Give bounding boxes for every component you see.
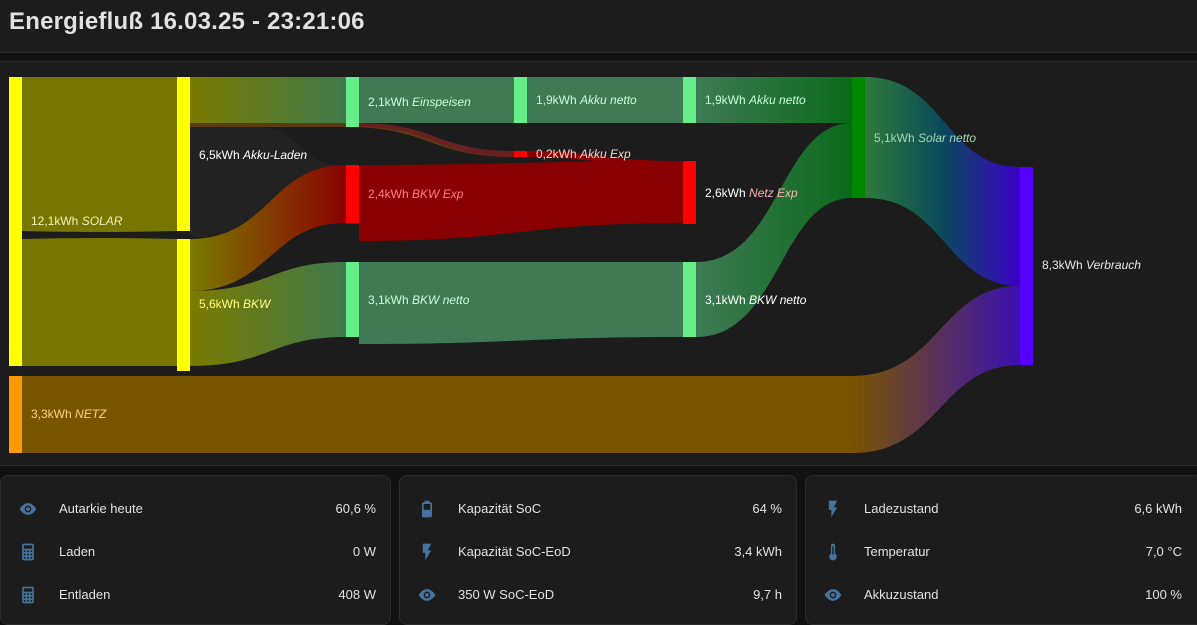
node-verbrauch — [1020, 167, 1033, 365]
label-akku-netto-2: 1,9kWh Akku netto — [705, 93, 806, 107]
entity-name: Autarkie heute — [59, 501, 143, 516]
calculator-icon — [17, 584, 39, 606]
link-akkunetto-solarnetto — [696, 77, 852, 123]
entity-value: 6,6 kWh — [1134, 501, 1182, 516]
link-solarnetto-verbrauch — [865, 77, 1020, 286]
eye-icon — [416, 584, 438, 606]
entity-name: 350 W SoC-EoD — [458, 587, 555, 602]
link-bkwnetto-solarnetto — [696, 123, 852, 337]
label-netz-exp: 2,6kWh Netz Exp — [705, 186, 798, 200]
entity-name: Kapazität SoC — [458, 501, 542, 516]
eye-icon — [17, 498, 39, 520]
label-bkw-exp: 2,4kWh BKW Exp — [368, 187, 464, 201]
entity-row-temperatur[interactable]: Temperatur 7,0 °C — [806, 530, 1197, 573]
label-akku-laden: 6,5kWh Akku-Laden — [199, 148, 307, 162]
entity-row-kapazitaet-soc[interactable]: Kapazität SoC 64 % — [400, 487, 796, 530]
node-netz — [9, 376, 22, 453]
link-solar-bkw — [22, 238, 177, 366]
label-akku-exp: 0,2kWh Akku Exp — [536, 147, 631, 161]
entity-row-autarkie[interactable]: Autarkie heute 60,6 % — [1, 487, 390, 530]
node-akku-laden — [177, 77, 190, 231]
battery-icon — [416, 498, 438, 520]
link-solar-akku-laden — [22, 77, 177, 232]
link-akkuexp-netzexp — [527, 151, 683, 167]
label-verbrauch: 8,3kWh Verbrauch — [1042, 258, 1141, 272]
entity-value: 7,0 °C — [1145, 544, 1182, 559]
node-bkw-exp — [346, 165, 359, 223]
entity-row-350w-soc-eod[interactable]: 350 W SoC-EoD 9,7 h — [400, 573, 796, 616]
entity-value: 60,6 % — [335, 501, 376, 516]
entity-row-laden[interactable]: Laden 0 W — [1, 530, 390, 573]
thermometer-icon — [822, 541, 844, 563]
sankey-chart: 12,1kWh SOLAR 3,3kWh NETZ 6,5kWh Akku-La… — [9, 77, 1141, 453]
entity-card-akku: Ladezustand 6,6 kWh Temperatur 7,0 °C Ak… — [805, 475, 1197, 625]
link-bkwnetto-bkwnetto — [359, 262, 683, 344]
link-akkunetto-akkunetto — [527, 77, 683, 123]
entity-name: Kapazität SoC-EoD — [458, 544, 571, 559]
label-solar-netto: 5,1kWh Solar netto — [874, 131, 976, 145]
node-akku-exp — [514, 151, 527, 157]
entity-name: Temperatur — [864, 544, 930, 559]
sankey-links — [22, 77, 1020, 453]
eye-icon — [822, 584, 844, 606]
link-bkw-bkwnetto — [190, 262, 346, 366]
node-bkw — [177, 239, 190, 371]
flash-icon — [822, 498, 844, 520]
node-akku-netto-1 — [514, 77, 527, 123]
node-solar-netto — [852, 77, 865, 198]
sankey-labels: 12,1kWh SOLAR 3,3kWh NETZ 6,5kWh Akku-La… — [31, 93, 1141, 421]
label-akku-netto-1: 1,9kWh Akku netto — [536, 93, 637, 107]
node-einspeisen — [346, 77, 359, 127]
link-netz-band — [22, 376, 852, 453]
link-einspeisen-akkuexp — [359, 123, 514, 157]
label-netz: 3,3kWh NETZ — [31, 407, 107, 421]
entity-card-autarkie: Autarkie heute 60,6 % Laden 0 W Entladen… — [0, 475, 391, 625]
page-header: Energiefluß 16.03.25 - 23:21:06 — [0, 0, 1197, 53]
entity-name: Ladezustand — [864, 501, 939, 516]
label-solar: 12,1kWh SOLAR — [31, 214, 123, 228]
entity-card-kapazitaet: Kapazität SoC 64 % Kapazität SoC-EoD 3,4… — [399, 475, 797, 625]
entity-name: Laden — [59, 544, 96, 559]
node-solar — [9, 77, 22, 366]
node-netz-exp — [683, 161, 696, 224]
node-bkw-netto-2 — [683, 262, 696, 337]
entity-value: 9,7 h — [753, 587, 782, 602]
node-akku-netto-2 — [683, 77, 696, 123]
link-einspeisen-akkunetto — [359, 77, 514, 123]
entity-value: 3,4 kWh — [734, 544, 782, 559]
entity-row-ladezustand[interactable]: Ladezustand 6,6 kWh — [806, 487, 1197, 530]
energy-flow-card: 12,1kWh SOLAR 3,3kWh NETZ 6,5kWh Akku-La… — [0, 61, 1197, 466]
label-einspeisen: 2,1kWh Einspeisen — [368, 95, 471, 109]
sankey-nodes — [9, 77, 1033, 453]
link-bkw-bkwexp — [190, 165, 346, 291]
entity-value: 100 % — [1145, 587, 1182, 602]
flash-icon — [416, 541, 438, 563]
page-title: Energiefluß 16.03.25 - 23:21:06 — [9, 8, 365, 35]
entity-value: 64 % — [752, 501, 782, 516]
entity-row-entladen[interactable]: Entladen 408 W — [1, 573, 390, 616]
calculator-icon — [17, 541, 39, 563]
entity-name: Entladen — [59, 587, 111, 602]
entity-value: 408 W — [338, 587, 376, 602]
entity-value: 0 W — [352, 544, 376, 559]
link-netz-curve — [852, 286, 1020, 453]
entity-row-akkuzustand[interactable]: Akkuzustand 100 % — [806, 573, 1197, 616]
link-akku-einspeisen — [190, 77, 346, 123]
label-bkw-netto-1: 3,1kWh BKW netto — [368, 293, 470, 307]
link-bkwexp-netzexp — [359, 161, 683, 241]
entity-name: Akkuzustand — [864, 587, 939, 602]
label-bkw-netto-2: 3,1kWh BKW netto — [705, 293, 807, 307]
entity-row-kapazitaet-soc-eod[interactable]: Kapazität SoC-EoD 3,4 kWh — [400, 530, 796, 573]
label-bkw: 5,6kWh BKW — [199, 297, 272, 311]
node-bkw-netto-1 — [346, 262, 359, 337]
